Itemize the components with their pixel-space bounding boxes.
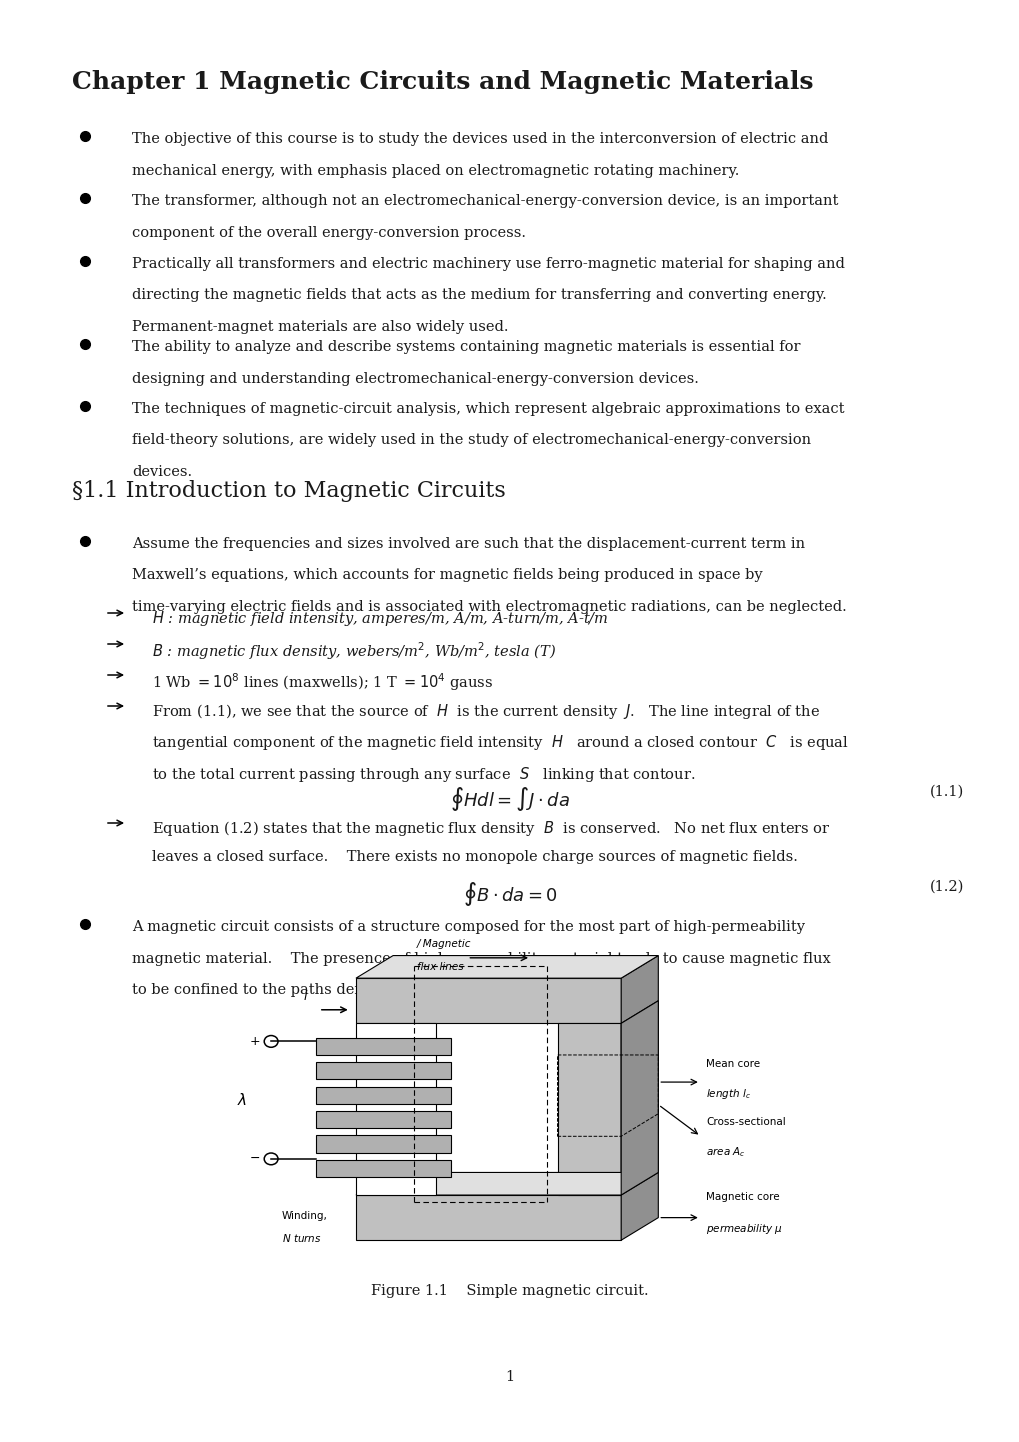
Text: permeability $\mu$: permeability $\mu$ — [705, 1223, 783, 1236]
Text: leaves a closed surface.    There exists no monopole charge sources of magnetic : leaves a closed surface. There exists no… — [152, 851, 797, 865]
Text: to the total current passing through any surface  $S$   linking that contour.: to the total current passing through any… — [152, 766, 695, 784]
Text: Chapter 1 Magnetic Circuits and Magnetic Materials: Chapter 1 Magnetic Circuits and Magnetic… — [72, 71, 813, 94]
Text: $B$ : magnetic flux density, webers/m$^2$, Wb/m$^2$, tesla (T): $B$ : magnetic flux density, webers/m$^2… — [152, 640, 555, 662]
Polygon shape — [621, 956, 657, 1024]
Polygon shape — [356, 1195, 621, 1240]
Polygon shape — [356, 1024, 435, 1195]
Text: mechanical energy, with emphasis placed on electromagnetic rotating machinery.: mechanical energy, with emphasis placed … — [131, 163, 739, 177]
Text: devices.: devices. — [131, 464, 192, 479]
Text: +: + — [250, 1035, 260, 1048]
Polygon shape — [316, 1038, 451, 1056]
Polygon shape — [621, 1001, 657, 1240]
Text: The objective of this course is to study the devices used in the interconversion: The objective of this course is to study… — [131, 133, 827, 146]
Polygon shape — [316, 1110, 451, 1128]
Text: length $l_c$: length $l_c$ — [705, 1087, 750, 1100]
Text: The transformer, although not an electromechanical-energy-conversion device, is : The transformer, although not an electro… — [131, 195, 838, 208]
Polygon shape — [356, 978, 621, 1024]
Text: (1.1): (1.1) — [929, 784, 963, 799]
Text: flux lines: flux lines — [417, 962, 464, 972]
Text: Cross-sectional: Cross-sectional — [705, 1118, 785, 1128]
Polygon shape — [356, 956, 657, 978]
Text: area $A_c$: area $A_c$ — [705, 1145, 745, 1159]
Text: Equation (1.2) states that the magnetic flux density  $B$  is conserved.   No ne: Equation (1.2) states that the magnetic … — [152, 819, 829, 838]
Text: $H$ : magnetic field intensity, amperes/m, A/m, A-turn/m, A-t/m: $H$ : magnetic field intensity, amperes/… — [152, 609, 608, 629]
Text: $\oint Hdl = \int J \cdot da$: $\oint Hdl = \int J \cdot da$ — [449, 784, 570, 813]
Text: 1 Wb $=10^8$ lines (maxwells); 1 T $=10^4$ gauss: 1 Wb $=10^8$ lines (maxwells); 1 T $=10^… — [152, 671, 493, 692]
Polygon shape — [316, 1159, 451, 1177]
Text: i: i — [304, 991, 307, 1004]
Text: designing and understanding electromechanical-energy-conversion devices.: designing and understanding electromecha… — [131, 372, 698, 385]
Text: field-theory solutions, are widely used in the study of electromechanical-energy: field-theory solutions, are widely used … — [131, 434, 810, 447]
Text: Practically all transformers and electric machinery use ferro-magnetic material : Practically all transformers and electri… — [131, 257, 844, 271]
Text: Winding,: Winding, — [281, 1211, 327, 1221]
Text: (1.2): (1.2) — [929, 880, 963, 894]
Text: The techniques of magnetic-circuit analysis, which represent algebraic approxima: The techniques of magnetic-circuit analy… — [131, 402, 844, 415]
Text: A magnetic circuit consists of a structure composed for the most part of high-pe: A magnetic circuit consists of a structu… — [131, 920, 804, 934]
Text: time-varying electric fields and is associated with electromagnetic radiations, : time-varying electric fields and is asso… — [131, 600, 846, 614]
Text: $N$ turns: $N$ turns — [281, 1231, 321, 1244]
Text: −: − — [250, 1152, 260, 1165]
Text: directing the magnetic fields that acts as the medium for transferring and conve: directing the magnetic fields that acts … — [131, 288, 826, 303]
Text: $\lambda$: $\lambda$ — [236, 1092, 247, 1107]
Polygon shape — [316, 1135, 451, 1152]
Text: Figure 1.1    Simple magnetic circuit.: Figure 1.1 Simple magnetic circuit. — [371, 1283, 648, 1298]
Text: Assume the frequencies and sizes involved are such that the displacement-current: Assume the frequencies and sizes involve… — [131, 536, 804, 551]
Text: magnetic material.    The presence of high-permeability material tends to cause : magnetic material. The presence of high-… — [131, 952, 829, 966]
Text: component of the overall energy-conversion process.: component of the overall energy-conversi… — [131, 225, 526, 239]
Text: / Magnetic: / Magnetic — [417, 939, 471, 949]
Text: From (1.1), we see that the source of  $H$  is the current density  $J$.   The l: From (1.1), we see that the source of $H… — [152, 702, 819, 721]
Polygon shape — [621, 1001, 657, 1195]
Text: §1.1 Introduction to Magnetic Circuits: §1.1 Introduction to Magnetic Circuits — [72, 480, 505, 502]
Text: tangential component of the magnetic field intensity  $H$   around a closed cont: tangential component of the magnetic fie… — [152, 734, 848, 753]
Polygon shape — [316, 1087, 451, 1103]
Circle shape — [264, 1154, 278, 1165]
Polygon shape — [356, 1172, 657, 1195]
Text: Magnetic core: Magnetic core — [705, 1191, 779, 1201]
Text: 1: 1 — [505, 1370, 514, 1384]
Text: to be confined to the paths defined by the structure.: to be confined to the paths defined by t… — [131, 983, 521, 996]
Text: Maxwell’s equations, which accounts for magnetic fields being produced in space : Maxwell’s equations, which accounts for … — [131, 568, 762, 583]
Text: $\oint B \cdot da = 0$: $\oint B \cdot da = 0$ — [462, 880, 557, 908]
Text: Permanent-magnet materials are also widely used.: Permanent-magnet materials are also wide… — [131, 320, 508, 335]
Polygon shape — [557, 1024, 621, 1195]
Circle shape — [264, 1035, 278, 1047]
Text: The ability to analyze and describe systems containing magnetic materials is ess: The ability to analyze and describe syst… — [131, 340, 800, 353]
Polygon shape — [316, 1063, 451, 1080]
Text: Mean core: Mean core — [705, 1058, 759, 1069]
